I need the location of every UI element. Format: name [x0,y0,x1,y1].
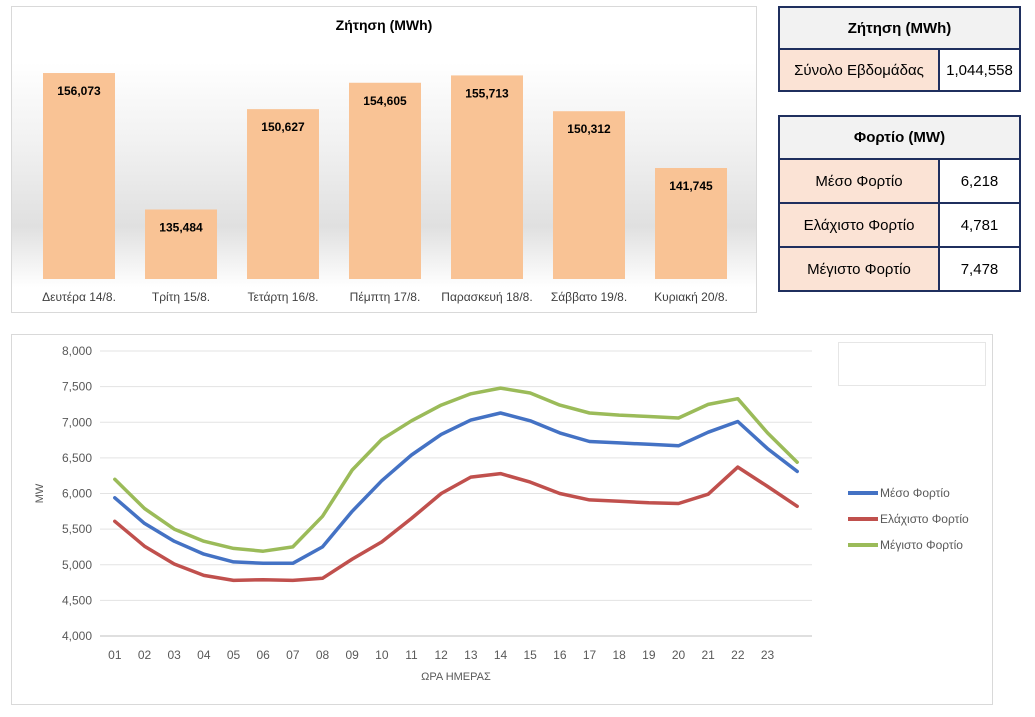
series-line [113,411,799,566]
x-tick-label: 17 [583,648,597,662]
y-tick-label: 4,000 [62,629,92,643]
bar-category-label: Πέμπτη 17/8. [350,290,421,304]
x-tick-label: 14 [494,648,508,662]
y-axis-title: MW [34,483,46,503]
x-tick-label: 03 [167,648,181,662]
x-tick-label: 22 [731,648,745,662]
bar-value-label: 154,605 [363,94,407,108]
y-tick-label: 6,000 [62,487,92,501]
bar-value-label: 155,713 [465,86,509,100]
hourly-load-line-chart-svg: 4,000 4,500 5,000 5,500 6,000 6,500 7,000 7,500… [34,344,969,683]
series-line [113,465,799,583]
weekly-total-label: Σύνολο Εβδομάδας [778,48,940,92]
y-tick-label: 4,500 [62,593,92,607]
load-table-header: Φορτίο (MW) [778,115,1021,160]
y-tick-label: 5,500 [62,522,92,536]
bar [655,168,727,279]
legend-label: Μέγιστο Φορτίο [880,538,963,552]
x-tick-label: 20 [672,648,686,662]
bar-chart-title-bg [302,12,466,39]
x-axis-title: ΩΡΑ ΗΜΕΡΑΣ [421,671,491,683]
x-tick-label: 08 [316,648,330,662]
bar-value-label: 150,627 [261,120,305,134]
x-tick-label: 23 [761,648,775,662]
bar [451,75,523,279]
x-tick-label: 18 [612,648,626,662]
bar-value-label: 156,073 [57,84,101,98]
x-tick-label: 19 [642,648,656,662]
load-table: Φορτίο (MW) Μέσο Φορτίο 6,218 Ελάχιστο Φ… [778,115,1021,292]
series-line [113,386,799,553]
bar [43,73,115,280]
x-tick-label: 10 [375,648,389,662]
x-tick-label: 06 [256,648,270,662]
x-tick-label: 09 [345,648,359,662]
legend-label: Μέσο Φορτίο [880,486,950,500]
x-tick-label: 21 [701,648,715,662]
minimum-load-value: 4,781 [938,202,1021,248]
x-tick-label: 11 [405,648,418,662]
bar-value-label: 135,484 [159,221,203,235]
x-tick-label: 15 [523,648,537,662]
y-tick-label: 6,500 [62,451,92,465]
weekly-demand-table: Ζήτηση (MWh) Σύνολο Εβδομάδας 1,044,558 [778,6,1021,92]
bar-value-label: 150,312 [567,122,611,136]
y-tick-label: 8,000 [62,344,92,358]
x-tick-label: 01 [108,648,122,662]
empty-legend-box [838,342,986,386]
bar-category-label: Παρασκευή 18/8. [441,290,532,304]
bar-value-label: 141,745 [669,179,713,193]
weekly-demand-header: Ζήτηση (MWh) [778,6,1021,50]
maximum-load-value: 7,478 [938,246,1021,292]
bar [247,109,319,279]
bar-chart-title: Ζήτηση (MWh) [336,17,433,33]
average-load-value: 6,218 [938,158,1021,204]
maximum-load-label: Μέγιστο Φορτίο [778,246,940,292]
bar [349,82,421,280]
x-tick-label: 02 [138,648,152,662]
bar-category-label: Τετάρτη 16/8. [248,290,319,304]
bar-category-label: Σάββατο 19/8. [551,290,627,304]
average-load-label: Μέσο Φορτίο [778,158,940,204]
y-tick-label: 5,000 [62,558,92,572]
x-tick-label: 16 [553,648,567,662]
x-tick-label: 05 [227,648,241,662]
bar [145,209,217,279]
y-tick-label: 7,000 [62,415,92,429]
x-tick-label: 04 [197,648,211,662]
y-tick-label: 7,500 [62,380,92,394]
demand-bar-chart: Ζήτηση (MWh) 156,073 Δευτέρα 14/8. 135,484 Τ… [11,6,757,313]
bar-category-label: Δευτέρα 14/8. [42,290,116,304]
demand-bar-chart-svg: Ζήτηση (MWh) 156,073 Δευτέρα 14/8. 135,484 Τ… [42,12,728,304]
bar-category-label: Κυριακή 20/8. [654,290,728,304]
bar-category-label: Τρίτη 15/8. [152,290,210,304]
weekly-total-value: 1,044,558 [938,48,1021,92]
x-tick-label: 12 [434,648,448,662]
minimum-load-label: Ελάχιστο Φορτίο [778,202,940,248]
x-tick-label: 07 [286,648,300,662]
hourly-load-line-chart: 4,000 4,500 5,000 5,500 6,000 6,500 7,000 7,500… [11,334,993,705]
bar [553,111,625,280]
x-tick-label: 13 [464,648,478,662]
legend-label: Ελάχιστο Φορτίο [880,512,969,526]
